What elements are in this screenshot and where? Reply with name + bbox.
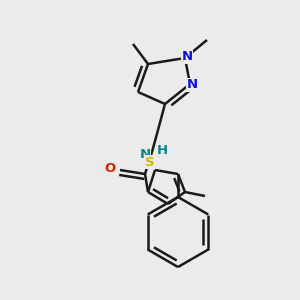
Text: O: O [104,163,116,176]
Text: H: H [156,143,168,157]
Text: S: S [145,155,155,169]
Text: N: N [140,148,151,160]
Text: N: N [186,79,198,92]
Text: N: N [182,50,193,64]
